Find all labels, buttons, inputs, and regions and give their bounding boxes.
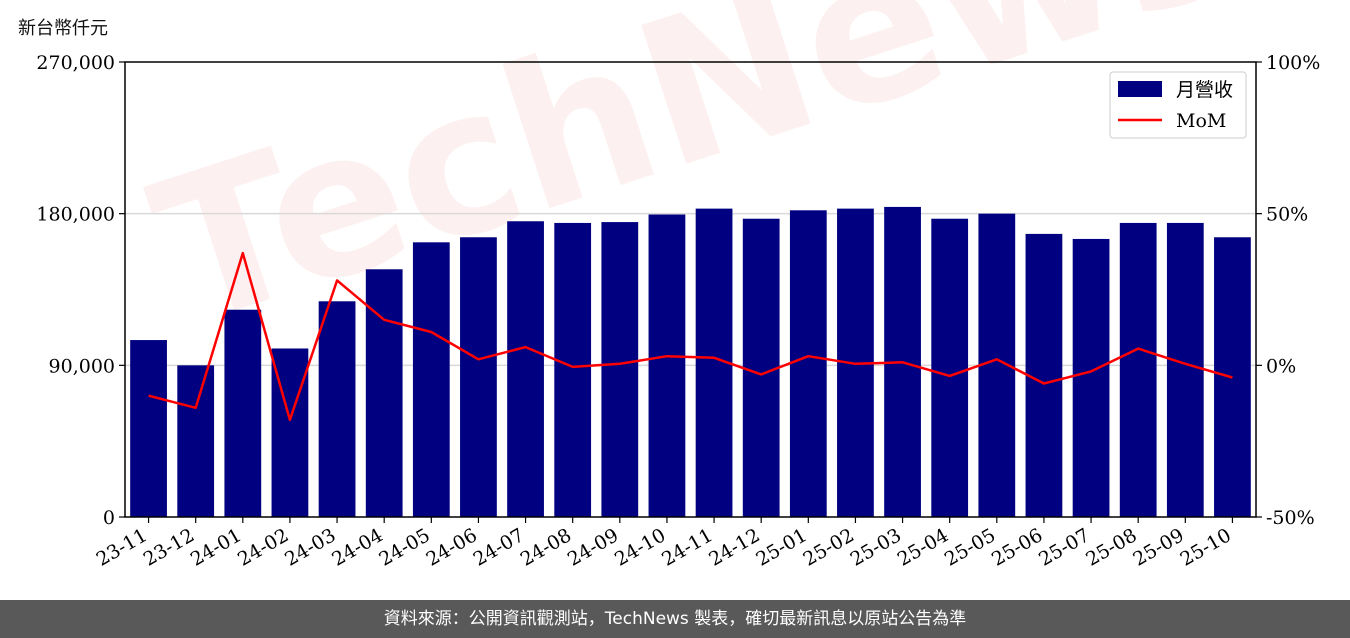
- bar-25-06: [1025, 233, 1063, 517]
- bar-24-07: [507, 221, 544, 517]
- mom-series-line: [148, 251, 1233, 422]
- y-tick-label: 90,000: [49, 355, 115, 377]
- bar-24-08: [554, 222, 592, 517]
- y-tick-label: 180,000: [36, 204, 115, 226]
- bar-25-04: [931, 218, 969, 517]
- revenue-chart: 090,000180,000270,000-50%0%50%100%23-112…: [36, 52, 1320, 571]
- bar-25-08: [1119, 222, 1157, 517]
- y2-tick-label: -50%: [1266, 507, 1315, 529]
- x-tick-label: 25-04: [894, 524, 952, 570]
- x-tick-label: 25-10: [1176, 524, 1234, 570]
- x-tick-label: 24-01: [187, 524, 245, 570]
- x-tick-label: 24-10: [611, 524, 669, 570]
- x-tick-label: 24-08: [517, 524, 575, 570]
- x-tick-label: 25-05: [941, 524, 999, 570]
- x-tick-label: 24-03: [281, 524, 339, 570]
- legend-label-mom: MoM: [1176, 110, 1226, 132]
- x-tick-label: 25-01: [752, 524, 810, 570]
- bar-23-12: [177, 365, 215, 517]
- x-tick-label: 25-06: [988, 524, 1046, 570]
- x-tick-label: 25-09: [1129, 524, 1187, 570]
- x-tick-label: 25-03: [847, 524, 905, 570]
- bar-24-06: [460, 237, 497, 517]
- bar-24-05: [412, 242, 450, 517]
- x-tick-label: 25-08: [1082, 524, 1140, 570]
- y-tick-label: 270,000: [36, 52, 115, 74]
- bar-25-09: [1166, 222, 1204, 517]
- x-tick-label: 23-11: [93, 524, 151, 570]
- legend-bar-swatch: [1118, 81, 1162, 97]
- bar-24-12: [742, 218, 780, 517]
- source-footer: 資料來源：公開資訊觀測站，TechNews 製表，確切最新訊息以原站公告為準: [0, 600, 1350, 638]
- x-tick-label: 24-04: [328, 524, 386, 570]
- x-tick-label: 24-12: [705, 524, 763, 570]
- bar-24-03: [318, 301, 356, 517]
- plot-frame: [124, 61, 1257, 518]
- y2-tick-label: 0%: [1266, 355, 1296, 377]
- x-tick-label: 24-11: [658, 524, 716, 570]
- x-tick-label: 25-07: [1035, 524, 1093, 570]
- x-tick-label: 24-06: [422, 524, 480, 570]
- legend-label-revenue: 月營收: [1176, 79, 1233, 101]
- bar-25-01: [789, 210, 827, 517]
- bar-24-09: [601, 222, 639, 517]
- y2-tick-label: 50%: [1266, 204, 1308, 226]
- bar-23-11: [130, 340, 167, 517]
- x-tick-label: 24-05: [375, 524, 433, 570]
- x-tick-label: 24-02: [234, 524, 292, 570]
- y-tick-label: 0: [103, 507, 115, 529]
- x-tick-label: 23-12: [140, 524, 198, 570]
- x-tick-label: 24-09: [564, 524, 622, 570]
- x-tick-label: 25-02: [799, 524, 857, 570]
- y-axis-unit-label: 新台幣仟元: [18, 18, 108, 39]
- bar-24-01: [224, 309, 262, 517]
- bar-24-10: [648, 214, 686, 517]
- bar-25-07: [1072, 238, 1110, 517]
- bar-24-04: [365, 269, 403, 517]
- x-tick-label: 24-07: [470, 524, 528, 570]
- y2-tick-label: 100%: [1266, 52, 1320, 74]
